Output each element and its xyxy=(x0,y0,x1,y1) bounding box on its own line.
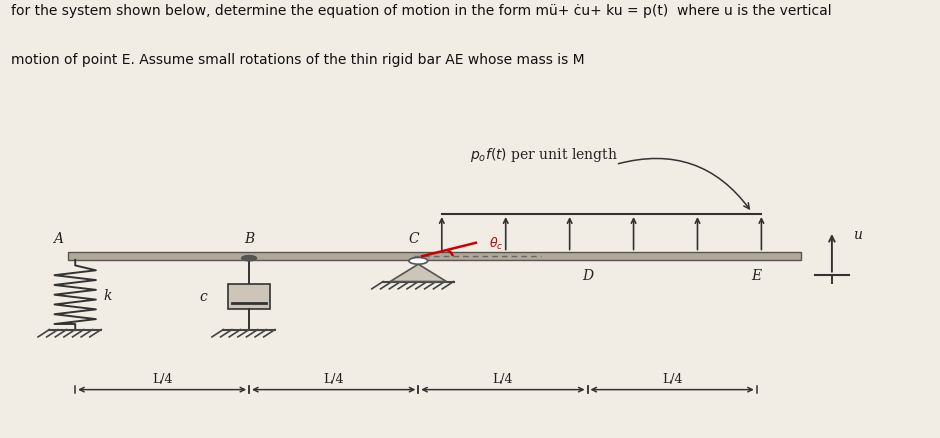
Text: motion of point E. Assume small rotations of the thin rigid bar AE whose mass is: motion of point E. Assume small rotation… xyxy=(11,53,585,67)
Text: L/4: L/4 xyxy=(152,373,172,385)
Text: for the system shown below, determine the equation of motion in the form mü+ ċu: for the system shown below, determine th… xyxy=(11,4,832,18)
Text: k: k xyxy=(103,288,112,302)
Text: $\theta_c$: $\theta_c$ xyxy=(489,235,503,251)
Circle shape xyxy=(409,258,428,265)
Polygon shape xyxy=(390,265,446,282)
Text: D: D xyxy=(582,268,593,282)
Text: C: C xyxy=(408,231,419,245)
Circle shape xyxy=(242,256,257,261)
Text: L/4: L/4 xyxy=(323,373,344,385)
Text: L/4: L/4 xyxy=(493,373,513,385)
Bar xyxy=(68,253,801,260)
Text: E: E xyxy=(752,268,761,282)
Bar xyxy=(228,285,271,309)
Text: B: B xyxy=(244,231,254,245)
Text: u: u xyxy=(853,228,861,242)
Text: L/4: L/4 xyxy=(662,373,682,385)
Text: c: c xyxy=(199,290,207,304)
Text: A: A xyxy=(54,231,63,245)
Text: $p_o f(t)$ per unit length: $p_o f(t)$ per unit length xyxy=(470,146,618,164)
